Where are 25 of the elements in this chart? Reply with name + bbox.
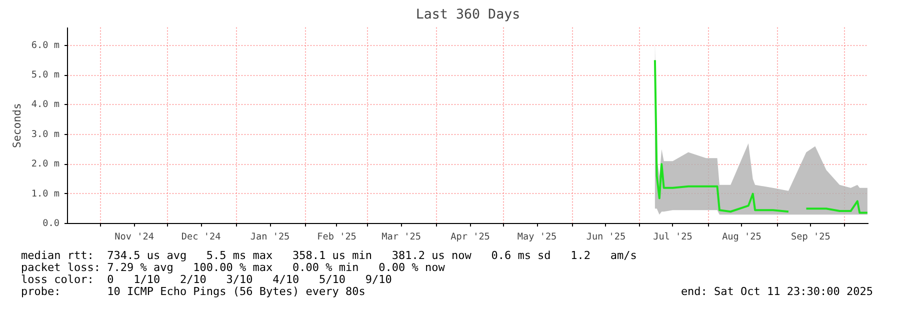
x-tick-label: Feb '25 [317, 232, 356, 242]
x-tick-label: Nov '24 [114, 232, 154, 242]
y-tick-label: 1.0 m [31, 188, 60, 200]
text: probe: 10 ICMP Echo Pings (56 Bytes) every 80s [21, 285, 366, 298]
text: loss color: 0 1/10 2/10 3/10 4/10 5/10 9/10 [21, 273, 392, 286]
text: median rtt: 734.5 us avg 5.5 ms max 358.1 us min 381.2 us now 0.6 ms sd 1.2 am/s [21, 249, 637, 262]
x-tick-label: Dec '24 [181, 232, 222, 242]
y-tick-label: 6.0 m [31, 40, 60, 51]
y-tick-label: 2.0 m [31, 158, 60, 170]
x-tick-label: Mar '25 [382, 232, 421, 242]
chart-title: Last 360 Days [416, 8, 520, 22]
y-tick-label: 5.0 m [31, 70, 60, 81]
y-tick-label: 4.0 m [31, 99, 60, 110]
text: packet loss: 7.29 % avg 100.00 % max 0.00 % min 0.00 % now [21, 261, 445, 274]
y-tick-label: 0.0 [42, 218, 60, 229]
x-tick-label: May '25 [517, 232, 557, 242]
y-tick-label: 3.0 m [31, 128, 60, 140]
x-tick-label: Apr '25 [450, 232, 490, 242]
x-tick-label: Aug '25 [722, 232, 762, 242]
x-tick-label: Jun '25 [586, 232, 626, 242]
x-tick-label: Sep '25 [791, 232, 830, 242]
y-axis-title: Seconds [10, 103, 24, 148]
text: end: Sat Oct 11 23:30:00 2025 [680, 285, 873, 298]
x-tick-label: Jul '25 [653, 232, 692, 242]
x-tick-label: Jan '25 [250, 232, 290, 242]
